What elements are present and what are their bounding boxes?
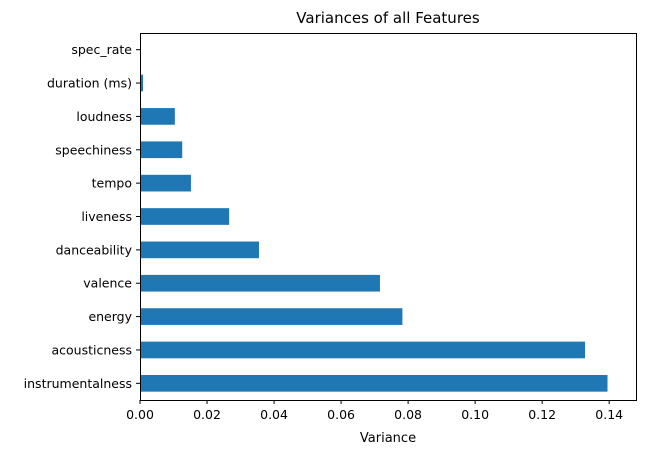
- x-tick-label: 0.04: [260, 407, 288, 422]
- bar-energy: [140, 308, 403, 325]
- x-tick-label: 0.14: [595, 407, 623, 422]
- x-tick-label: 0.00: [126, 407, 154, 422]
- bar-instrumentalness: [140, 374, 608, 392]
- bar-acousticness: [140, 341, 586, 359]
- y-tick-label: loudness: [76, 109, 132, 124]
- x-axis-label: Variance: [360, 431, 416, 446]
- y-tick-label: valence: [83, 276, 132, 291]
- bar-danceability: [140, 241, 259, 259]
- x-tick-label: 0.12: [528, 407, 556, 422]
- y-tick-label: instrumentalness: [24, 376, 132, 391]
- y-tick-label: tempo: [92, 176, 132, 191]
- y-tick-label: acousticness: [52, 342, 133, 357]
- x-tick-label: 0.08: [394, 407, 422, 422]
- bar-loudness: [140, 108, 175, 125]
- bar-tempo: [140, 174, 191, 192]
- x-tick-label: 0.06: [327, 407, 355, 422]
- y-tick-label: liveness: [81, 209, 132, 224]
- bar-speechiness: [140, 141, 183, 159]
- y-axis-ticks: instrumentalness acousticness energy valenc…: [24, 42, 140, 391]
- bars-group: [140, 74, 608, 392]
- plot-frame: [140, 33, 637, 401]
- y-tick-label: spec_rate: [71, 42, 132, 57]
- bar-liveness: [140, 208, 230, 225]
- x-tick-label: 0.10: [461, 407, 489, 422]
- chart-title: Variances of all Features: [296, 9, 480, 27]
- y-tick-label: speechiness: [55, 142, 132, 157]
- bar-duration-ms-: [140, 74, 144, 92]
- x-tick-label: 0.02: [193, 407, 221, 422]
- bar-valence: [140, 274, 380, 292]
- y-tick-label: duration (ms): [47, 76, 132, 91]
- y-tick-label: danceability: [56, 242, 133, 257]
- y-tick-label: energy: [88, 309, 132, 324]
- x-axis-ticks: 0.00 0.02 0.04 0.06 0.08 0.10 0.12 0.14: [126, 400, 623, 422]
